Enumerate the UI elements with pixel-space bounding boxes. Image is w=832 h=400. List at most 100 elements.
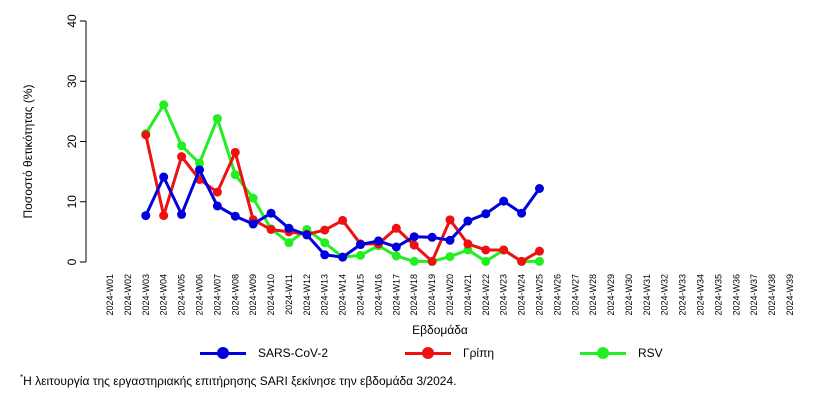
- data-point: [320, 250, 330, 260]
- x-tick-label: 2024-W27: [570, 274, 580, 316]
- data-point: [266, 208, 276, 218]
- x-tick-label: 2024-W32: [660, 274, 670, 316]
- data-point: [284, 238, 294, 248]
- x-tick-label: 2024-W07: [212, 274, 222, 316]
- series--: [141, 130, 544, 266]
- data-point: [356, 240, 366, 250]
- x-tick-label: 2024-W20: [445, 274, 455, 316]
- y-tick-label: 40: [65, 14, 79, 28]
- data-point: [212, 114, 222, 124]
- data-point: [463, 216, 473, 226]
- x-tick-label: 2024-W03: [141, 274, 151, 316]
- x-axis-title: Εβδομάδα: [412, 323, 468, 337]
- x-tick-label: 2024-W11: [284, 274, 294, 315]
- x-tick-label: 2024-W09: [248, 274, 258, 316]
- x-tick-label: 2024-W39: [785, 274, 795, 316]
- data-point: [481, 256, 491, 266]
- data-point: [517, 208, 527, 218]
- x-tick-label: 2024-W30: [624, 274, 634, 316]
- x-tick-label: 2024-W08: [230, 274, 240, 316]
- x-axis: 2024-W01 2024-W02 2024-W03 2024-W04 2024-W05…: [105, 274, 795, 316]
- footnote: *Η λειτουργία της εργαστηριακής επιτήρησ…: [20, 373, 457, 388]
- data-point: [194, 158, 204, 168]
- data-point: [463, 239, 473, 249]
- x-tick-label: 2024-W28: [588, 274, 598, 316]
- data-point: [248, 219, 258, 229]
- data-point: [212, 187, 222, 197]
- series-layer: [141, 100, 544, 266]
- data-point: [194, 165, 204, 175]
- data-point: [481, 209, 491, 219]
- x-tick-label: 2024-W37: [749, 274, 759, 316]
- x-tick-label: 2024-W38: [767, 274, 777, 316]
- data-point: [427, 256, 437, 266]
- data-point: [427, 232, 437, 242]
- data-point: [356, 250, 366, 260]
- data-point: [534, 256, 544, 266]
- x-tick-label: 2024-W13: [320, 274, 330, 316]
- x-tick-label: 2024-W36: [731, 274, 741, 316]
- data-point: [391, 251, 401, 261]
- x-tick-label: 2024-W31: [642, 274, 652, 316]
- x-tick-label: 2024-W21: [463, 274, 473, 316]
- footnote-marker: *: [20, 373, 24, 382]
- data-point: [141, 130, 151, 140]
- x-tick-label: 2024-W22: [481, 274, 491, 316]
- data-point: [534, 246, 544, 256]
- x-tick-label: 2024-W25: [534, 274, 544, 316]
- legend-dot: [422, 347, 434, 359]
- data-point: [159, 172, 169, 182]
- data-point: [499, 196, 509, 206]
- data-point: [499, 245, 509, 255]
- data-point: [391, 223, 401, 233]
- data-point: [445, 252, 455, 262]
- x-tick-label: 2024-W33: [678, 274, 688, 316]
- data-point: [302, 230, 312, 240]
- legend-label: RSV: [638, 346, 663, 360]
- data-point: [391, 242, 401, 252]
- data-point: [517, 256, 527, 266]
- x-tick-label: 2024-W24: [517, 274, 527, 316]
- data-point: [409, 256, 419, 266]
- data-point: [320, 238, 330, 248]
- x-tick-label: 2024-W26: [552, 274, 562, 316]
- series-sars-cov-2: [141, 165, 544, 262]
- data-point: [212, 201, 222, 211]
- x-tick-label: 2024-W05: [177, 274, 187, 316]
- data-point: [534, 183, 544, 193]
- x-tick-label: 2024-W34: [696, 274, 706, 316]
- data-point: [159, 100, 169, 110]
- data-point: [248, 193, 258, 203]
- data-point: [266, 224, 276, 234]
- y-axis-title: Ποσοστό θετικότητας (%): [21, 84, 35, 218]
- y-tick-label: 0: [65, 258, 79, 265]
- data-point: [409, 240, 419, 250]
- data-point: [284, 223, 294, 233]
- y-tick-label: 10: [65, 195, 79, 209]
- data-point: [338, 252, 348, 262]
- x-tick-label: 2024-W04: [159, 274, 169, 316]
- legend-item-gripi: Γρίπη: [405, 340, 494, 366]
- x-tick-label: 2024-W18: [409, 274, 419, 316]
- x-tick-label: 2024-W17: [391, 274, 401, 316]
- legend-label: SARS-CoV-2: [258, 346, 329, 360]
- legend-item-rsv: RSV: [580, 340, 663, 366]
- x-tick-label: 2024-W06: [194, 274, 204, 316]
- y-tick-label: 20: [65, 135, 79, 149]
- x-tick-label: 2024-W15: [356, 274, 366, 316]
- x-tick-label: 2024-W02: [123, 274, 133, 316]
- x-tick-label: 2024-W14: [338, 274, 348, 316]
- footnote-text: Η λειτουργία της εργαστηριακής επιτήρηση…: [23, 374, 457, 388]
- data-point: [373, 236, 383, 246]
- legend-swatch-gripi: [405, 340, 451, 366]
- data-point: [230, 147, 240, 157]
- y-tick-label: 30: [65, 74, 79, 88]
- data-point: [320, 225, 330, 235]
- legend: SARS-CoV-2 Γρίπη RSV: [0, 340, 832, 366]
- x-tick-label: 2024-W10: [266, 274, 276, 316]
- legend-swatch-sars-cov-2: [200, 340, 246, 366]
- series-line: [144, 168, 541, 259]
- legend-label: Γρίπη: [463, 346, 495, 360]
- data-point: [409, 232, 419, 242]
